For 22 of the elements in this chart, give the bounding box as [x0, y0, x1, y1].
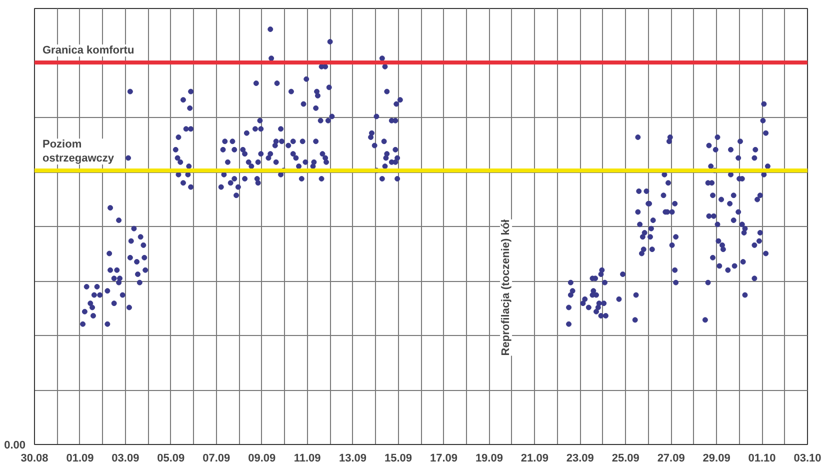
ref-line-label: Poziom ostrzegawczy [42, 138, 115, 164]
x-tick-label: 17.09 [430, 452, 458, 464]
x-tick-label: 09.09 [248, 452, 276, 464]
x-tick-label: 19.09 [475, 452, 503, 464]
annotation: Reprofilacja (toczenie) kół [500, 219, 512, 356]
x-tick-label: 05.09 [157, 452, 185, 464]
x-tick-label: 15.09 [384, 452, 412, 464]
x-tick-label: 01.09 [66, 452, 94, 464]
x-tick-label: 25.09 [612, 452, 640, 464]
x-tick-label: 21.09 [520, 452, 548, 464]
x-tick-label: 30.08 [20, 452, 48, 464]
x-tick-label: 03.09 [112, 452, 140, 464]
x-tick-label: 27.09 [657, 452, 685, 464]
x-tick-label: 13.09 [339, 452, 367, 464]
text: 0.00 [4, 440, 26, 452]
x-tick-label: 01.10 [748, 452, 776, 464]
x-tick-label: 23.09 [566, 452, 594, 464]
x-tick-label: 11.09 [294, 452, 321, 464]
x-tick-label: 29.09 [702, 452, 730, 464]
x-tick-label: 07.09 [202, 452, 230, 464]
x-tick-label: 03.10 [794, 452, 822, 464]
ref-line-label: Granica komfortu [42, 44, 134, 56]
